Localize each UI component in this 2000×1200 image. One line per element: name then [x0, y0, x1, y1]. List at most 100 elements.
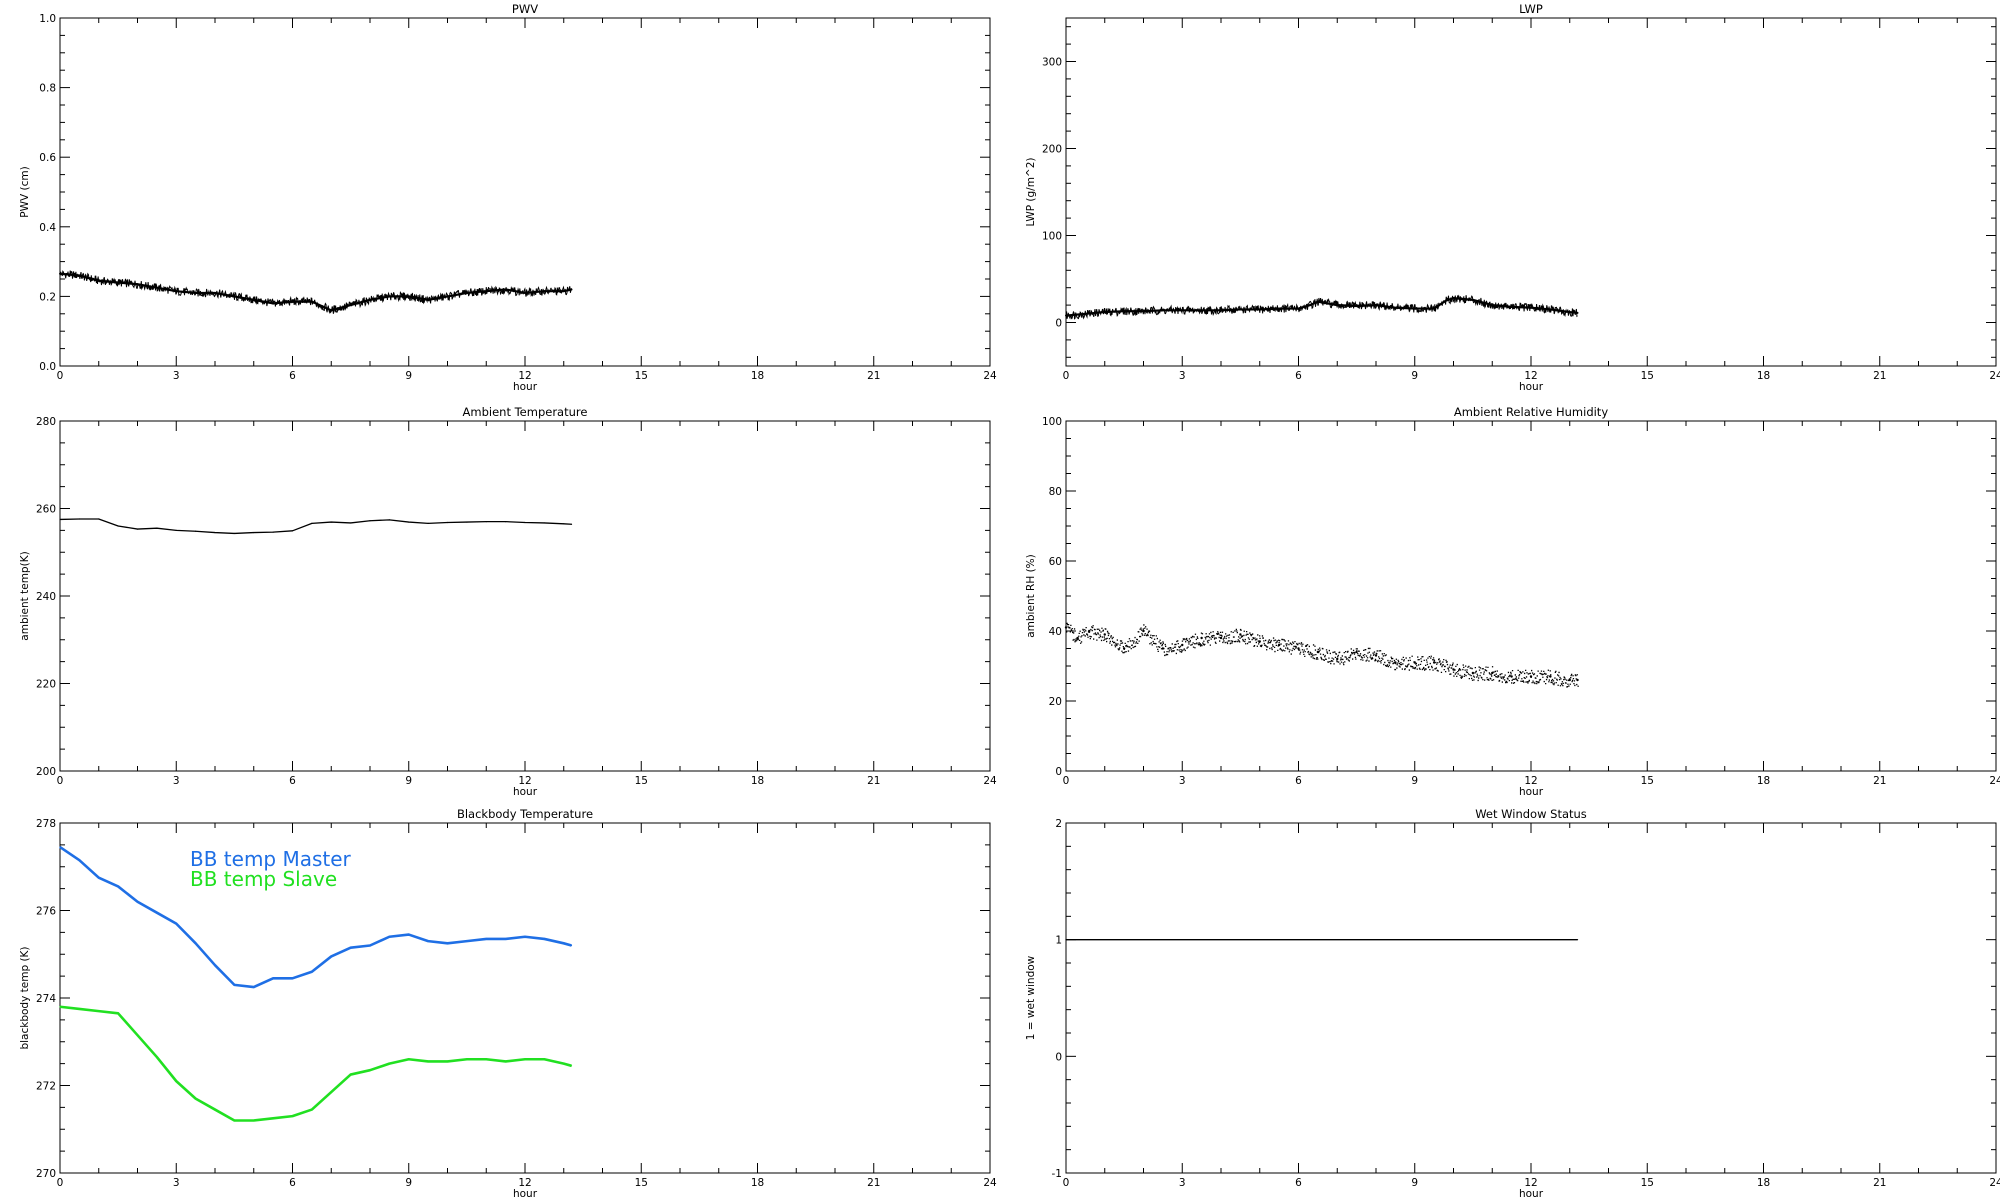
data-point	[1394, 661, 1397, 664]
data-point	[311, 1108, 313, 1111]
chart-title: Blackbody Temperature	[457, 807, 593, 821]
data-point	[408, 1058, 410, 1060]
data-point	[1220, 309, 1222, 312]
x-tick-label: 24	[1989, 370, 2000, 382]
data-point	[1568, 678, 1571, 682]
y-tick-label: 280	[36, 416, 56, 428]
series-0	[1065, 939, 1579, 941]
x-tick-label: 15	[635, 775, 648, 787]
data-point	[1394, 306, 1397, 309]
data-point	[98, 1010, 100, 1012]
data-point	[233, 1119, 235, 1122]
data-point	[543, 522, 545, 524]
y-tick-label: 60	[1049, 556, 1062, 568]
x-tick-label: 6	[289, 370, 296, 382]
data-point	[214, 964, 216, 966]
chart-title: Ambient Relative Humidity	[1454, 405, 1608, 419]
data-point	[78, 1008, 80, 1010]
data-point	[195, 942, 197, 944]
data-point	[117, 281, 120, 284]
data-point	[1064, 626, 1068, 629]
x-tick-label: 3	[1179, 370, 1186, 382]
data-point	[311, 522, 313, 524]
x-tick-label: 24	[983, 1177, 997, 1189]
series-noise	[59, 270, 572, 315]
data-point	[543, 938, 545, 940]
data-point	[1103, 311, 1106, 314]
series-line	[59, 272, 572, 312]
data-point	[524, 1058, 526, 1060]
data-point	[1103, 633, 1106, 636]
data-point	[156, 1056, 158, 1058]
data-point	[388, 936, 390, 938]
data-point	[505, 938, 507, 940]
data-point	[485, 290, 488, 293]
data-point	[272, 302, 275, 305]
x-tick-label: 0	[1063, 775, 1070, 787]
data-point	[1452, 297, 1455, 300]
data-point	[408, 521, 410, 523]
plot-frame	[1065, 822, 1997, 1174]
scatter-cloud	[1066, 622, 1579, 688]
data-point	[214, 1108, 216, 1111]
series-1	[59, 1005, 573, 1122]
plot-frame	[1065, 420, 1997, 772]
x-tick-label: 0	[1063, 370, 1070, 382]
data-point	[1084, 312, 1087, 315]
data-point	[427, 1060, 429, 1063]
data-point	[136, 528, 139, 530]
y-tick-label: 0	[1055, 766, 1062, 778]
y-tick-label: 300	[1042, 57, 1062, 69]
data-point	[1200, 636, 1203, 640]
x-tick-label: 15	[635, 1177, 648, 1189]
y-axis-label: LWP (g/m^2)	[1025, 157, 1037, 226]
data-point	[408, 933, 410, 936]
data-point	[156, 527, 158, 529]
data-point	[291, 530, 294, 532]
data-point	[233, 295, 236, 298]
data-point	[59, 272, 61, 275]
x-axis-label: hour	[1519, 381, 1544, 393]
y-tick-label: 100	[1042, 231, 1062, 243]
y-tick-label: 1.0	[39, 13, 56, 25]
data-point	[427, 940, 429, 942]
y-tick-label: 100	[1042, 416, 1062, 428]
data-point	[136, 901, 139, 903]
x-tick-label: 3	[1179, 775, 1186, 787]
data-point	[349, 304, 352, 307]
data-point	[136, 1034, 139, 1036]
data-point	[524, 521, 526, 524]
data-point	[291, 300, 294, 303]
data-point	[78, 274, 81, 277]
data-point	[78, 859, 80, 861]
series-0	[1065, 294, 1579, 320]
data-point	[97, 279, 100, 282]
data-point	[310, 300, 313, 303]
y-tick-label: 40	[1049, 626, 1062, 638]
x-tick-label: 9	[1411, 775, 1418, 787]
data-point	[369, 944, 371, 947]
data-point	[1491, 304, 1494, 307]
data-point	[330, 521, 332, 523]
data-point	[98, 877, 100, 879]
data-point	[1444, 299, 1447, 302]
y-tick-label: 0.4	[39, 222, 56, 234]
x-tick-label: 21	[867, 370, 880, 382]
data-point	[369, 298, 371, 301]
data-point	[407, 295, 410, 298]
data-point	[1122, 647, 1126, 650]
y-tick-label: 0.2	[39, 291, 56, 303]
x-tick-label: 24	[983, 775, 997, 787]
data-point	[466, 940, 468, 942]
data-point	[311, 971, 313, 973]
data-point	[388, 519, 390, 521]
data-point	[136, 283, 139, 286]
data-point	[1576, 311, 1579, 314]
y-tick-label: 80	[1049, 486, 1062, 498]
data-point	[1161, 647, 1165, 650]
y-tick-label: 276	[36, 906, 56, 918]
y-tick-label: 220	[36, 679, 56, 691]
series-line	[59, 518, 572, 535]
data-point	[543, 290, 546, 293]
x-tick-label: 3	[173, 370, 180, 382]
